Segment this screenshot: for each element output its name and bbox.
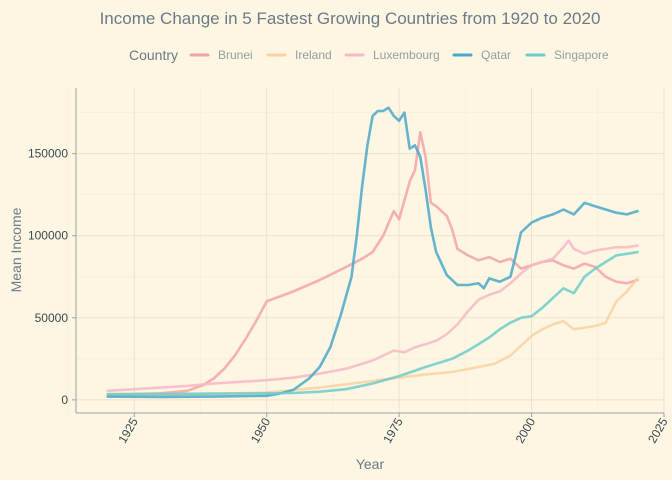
legend-label-singapore: Singapore (554, 48, 609, 62)
x-tick-label: 1925 (115, 415, 141, 445)
x-tick-label: 2025 (645, 415, 671, 445)
legend-label-ireland: Ireland (295, 48, 332, 62)
y-axis-title: Mean Income (8, 207, 24, 292)
y-tick-label: 150000 (28, 147, 68, 161)
y-axis-ticks: 0 50000 100000 150000 (28, 147, 76, 407)
x-tick-label: 1975 (380, 415, 406, 445)
grid (67, 88, 665, 413)
series-line-brunei (106, 131, 639, 397)
chart-title: Income Change in 5 Fastest Growing Count… (100, 9, 601, 28)
legend-label-luxembourg: Luxembourg (373, 48, 440, 62)
legend-label-brunei: Brunei (218, 48, 253, 62)
y-tick-label: 100000 (28, 229, 68, 243)
x-axis-title: Year (356, 456, 385, 472)
legend-label-qatar: Qatar (481, 48, 511, 62)
legend: Country Brunei Ireland Luxembourg Qatar Sing… (129, 47, 609, 63)
x-tick-label: 2000 (513, 415, 539, 445)
series-line-singapore (106, 250, 639, 396)
series-line-luxembourg (106, 239, 639, 393)
legend-title: Country (129, 47, 178, 63)
x-axis-ticks: 1925 1950 1975 2000 2025 (115, 413, 671, 446)
series-group (106, 106, 639, 399)
x-tick-label: 1950 (248, 415, 274, 445)
y-tick-label: 50000 (35, 311, 69, 325)
series-line-ireland (106, 277, 639, 398)
y-tick-label: 0 (61, 393, 68, 407)
series-line-qatar (106, 106, 639, 399)
